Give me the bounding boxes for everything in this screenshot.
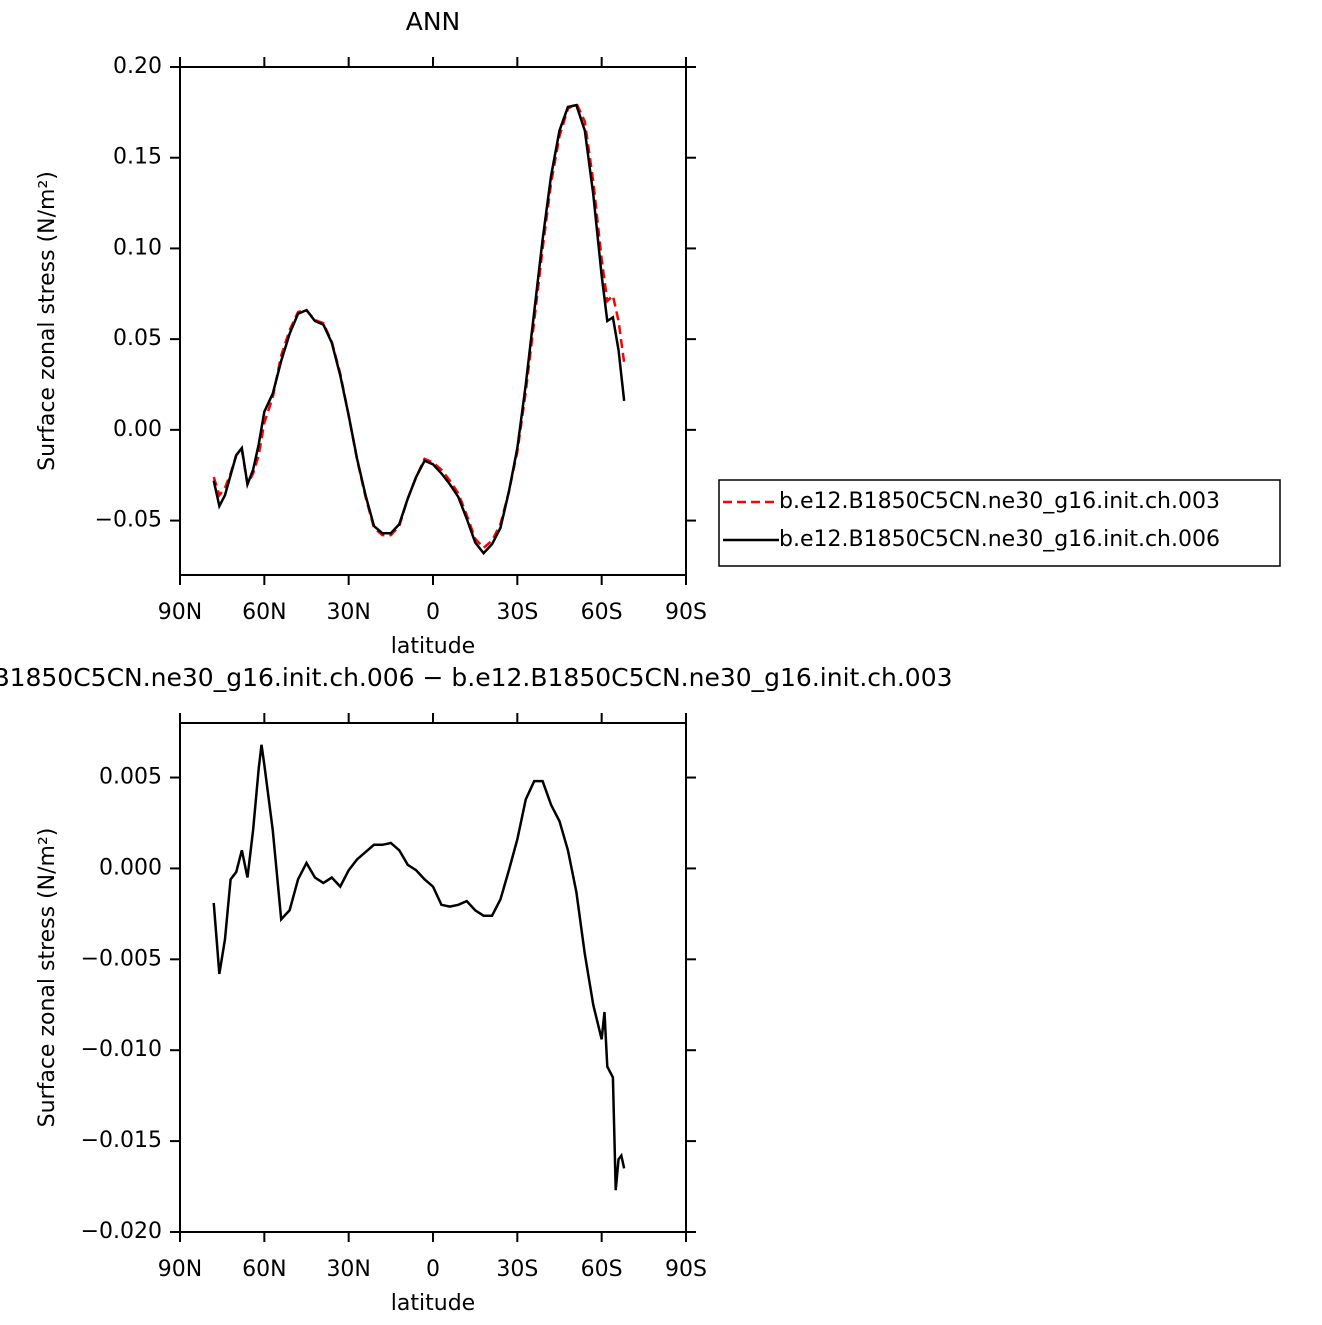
data-line bbox=[212, 101, 626, 550]
x-tick-label: 30N bbox=[326, 1257, 370, 1282]
x-tick-label: 0 bbox=[426, 600, 440, 625]
x-tick-label: 60S bbox=[581, 600, 623, 625]
data-line bbox=[212, 744, 626, 1191]
y-tick-label: −0.05 bbox=[95, 508, 162, 533]
legend-label: b.e12.B1850C5CN.ne30_g16.init.ch.003 bbox=[779, 489, 1220, 514]
y-tick-label: 0.00 bbox=[113, 417, 162, 442]
plot-frame bbox=[179, 66, 687, 576]
chart-title: b.e12.B1850C5CN.ne30_g16.init.ch.006 − b… bbox=[0, 663, 953, 692]
y-tick-label: −0.015 bbox=[81, 1128, 162, 1153]
x-tick-label: 30N bbox=[326, 600, 370, 625]
y-tick-label: 0.10 bbox=[113, 235, 162, 260]
y-tick-label: −0.010 bbox=[81, 1037, 162, 1062]
legend: b.e12.B1850C5CN.ne30_g16.init.ch.003 b.e1… bbox=[718, 479, 1281, 567]
y-tick-label: −0.005 bbox=[81, 946, 162, 971]
x-axis-label: latitude bbox=[391, 1291, 475, 1316]
y-tick-label: −0.020 bbox=[81, 1219, 162, 1244]
y-tick-label: 0.05 bbox=[113, 326, 162, 351]
y-axis-label: Surface zonal stress (N/m²) bbox=[35, 828, 60, 1128]
y-tick-label: 0.15 bbox=[113, 145, 162, 170]
y-tick-label: 0.20 bbox=[113, 54, 162, 79]
y-axis-label: Surface zonal stress (N/m²) bbox=[35, 171, 60, 471]
data-line bbox=[212, 103, 626, 556]
x-tick-label: 60N bbox=[242, 1257, 286, 1282]
x-tick-label: 90S bbox=[665, 1257, 707, 1282]
x-tick-label: 90N bbox=[158, 1257, 202, 1282]
x-tick-label: 0 bbox=[426, 1257, 440, 1282]
y-tick-label: 0.005 bbox=[99, 765, 162, 790]
legend-label: b.e12.B1850C5CN.ne30_g16.init.ch.006 bbox=[779, 527, 1220, 552]
x-tick-label: 60N bbox=[242, 600, 286, 625]
legend-box bbox=[718, 479, 1281, 567]
x-tick-label: 90S bbox=[665, 600, 707, 625]
x-axis-label: latitude bbox=[391, 634, 475, 659]
y-tick-label: 0.000 bbox=[99, 855, 162, 880]
x-tick-label: 30S bbox=[496, 600, 538, 625]
chart-title: ANN bbox=[406, 7, 461, 36]
x-tick-label: 30S bbox=[496, 1257, 538, 1282]
x-tick-label: 90N bbox=[158, 600, 202, 625]
x-tick-label: 60S bbox=[581, 1257, 623, 1282]
